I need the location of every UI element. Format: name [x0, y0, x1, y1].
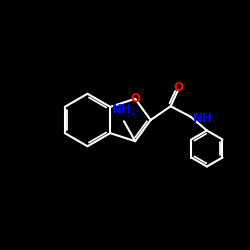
Text: NH$_2$: NH$_2$ [111, 103, 137, 118]
Text: O: O [130, 92, 140, 105]
Text: NH: NH [192, 112, 212, 125]
Text: O: O [174, 80, 184, 94]
